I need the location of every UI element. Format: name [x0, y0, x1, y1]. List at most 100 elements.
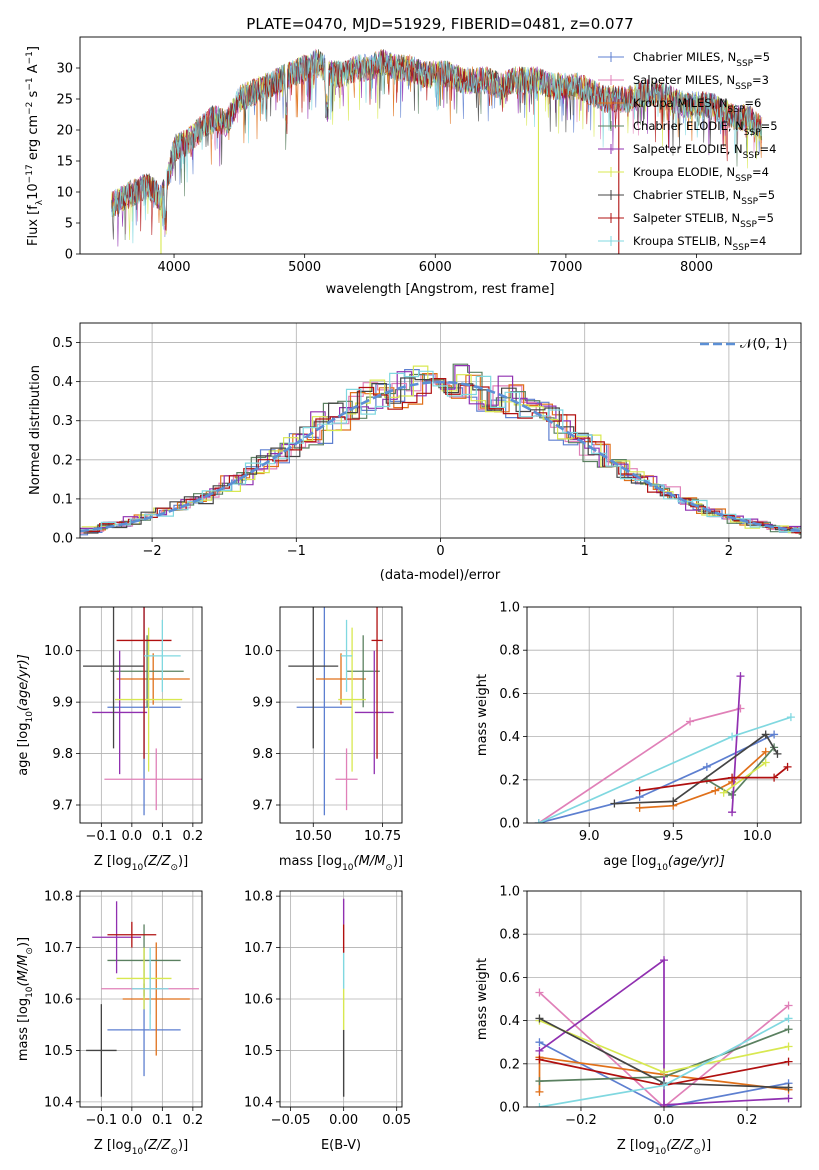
x-tick-label: 0.2 [183, 829, 204, 844]
series-marker-kroupa_stelib [728, 732, 737, 741]
legend: Chabrier MILES, NSSP=5 Salpeter MILES, NS… [598, 50, 778, 253]
x-axis-label: mass [log10(M/M⊙)] [279, 854, 403, 873]
series-marker-kroupa_stelib [534, 819, 543, 823]
legend-label-salpeter_stelib: Salpeter STELIB, NSSP=5 [633, 211, 774, 230]
x-axis-label: E(B-V) [321, 1138, 361, 1153]
series-line-salpeter_elodie [731, 676, 742, 813]
axes-frame [526, 606, 802, 824]
y-tick-label: 10.7 [244, 941, 273, 956]
series-marker-salpeter_elodie [660, 1100, 668, 1107]
x-tick-label: 1 [581, 544, 589, 559]
x-tick-label: 2 [725, 544, 733, 559]
y-tick-label: 0.0 [499, 817, 520, 832]
axes-frame [79, 36, 802, 255]
y-tick-label: 10.4 [244, 1095, 273, 1110]
y-tick-label: 9.9 [52, 696, 73, 711]
series-marker-kroupa_elodie [784, 1042, 793, 1051]
series-marker-salpeter_elodie [535, 1046, 544, 1055]
legend-label-kroupa_elodie: Kroupa ELODIE, NSSP=4 [633, 165, 769, 184]
series-line-salpeter_elodie [538, 958, 789, 1106]
series-marker-chabrier_stelib [784, 1083, 793, 1092]
y-tick-label: 9.7 [252, 799, 273, 814]
y-tick-label: 10.6 [44, 993, 73, 1008]
x-tick-label: −0.1 [86, 829, 118, 844]
y-tick-label: 30 [56, 62, 73, 77]
panel-mass_vs_z: −0.1 0.0 0.1 0.2 10.4 10.5 10.6 10.7 10.8 Z [log1… [16, 890, 203, 1157]
y-axis-label: age [log10(age/yr)] [16, 654, 35, 776]
y-tick-label: 1.0 [499, 885, 520, 900]
series-marker-kroupa_stelib [660, 1081, 668, 1090]
legend-label-salpeter_miles: Salpeter MILES, NSSP=3 [633, 73, 769, 92]
series-marker-salpeter_elodie [784, 1094, 793, 1103]
x-tick-label: 9.5 [663, 829, 684, 844]
spectrum-salpeter_stelib [111, 49, 763, 236]
y-axis-label: Flux [fλ10−17 erg cm−2 s−1 A−1] [25, 46, 45, 246]
x-tick-label: −0.05 [271, 1113, 311, 1128]
x-tick-label: 0.0 [122, 1113, 143, 1128]
panel-age_vs_z: −0.1 0.0 0.1 0.2 9.7 9.8 9.9 10.0 Z [log10(Z/Z⊙)… [16, 606, 204, 873]
legend-label-chabrier_elodie: Chabrier ELODIE, NSSP=5 [633, 119, 778, 138]
x-tick-label: 4000 [157, 260, 190, 275]
legend-label-salpeter_elodie: Salpeter ELODIE, NSSP=4 [633, 142, 776, 161]
y-tick-label: 0.8 [499, 928, 520, 943]
x-tick-label: 0.2 [737, 1113, 758, 1128]
y-tick-label: 0.1 [52, 492, 73, 507]
x-axis-label: Z [log10(Z/Z⊙)] [94, 854, 188, 873]
series-marker-chabrier_miles [702, 762, 711, 771]
series-marker-chabrier_elodie [728, 790, 737, 799]
series-line-chabrier_stelib [614, 733, 779, 805]
series-line-salpeter_stelib [639, 766, 789, 792]
plot-area [535, 956, 793, 1107]
series-marker-kroupa_stelib [786, 713, 795, 722]
y-axis-label: mass [log10(M/M⊙)] [16, 937, 35, 1061]
series-marker-salpeter_miles [686, 717, 695, 726]
y-tick-label: 10.0 [44, 644, 73, 659]
y-tick-label: 10.7 [44, 941, 73, 956]
x-tick-label: 0.2 [183, 1113, 204, 1128]
legend-label-kroupa_stelib: Kroupa STELIB, NSSP=4 [633, 234, 766, 253]
series-marker-salpeter_miles [784, 1001, 793, 1010]
plot-area [83, 607, 202, 816]
series-marker-salpeter_elodie [736, 672, 745, 681]
panel-spectrum: 4000 5000 6000 7000 8000 0 5 10 15 20 25 30 waveleng… [25, 36, 802, 297]
plot-area [288, 607, 394, 816]
plot-area [534, 672, 795, 823]
spectrum-kroupa_stelib [111, 50, 763, 244]
y-tick-label: 10.0 [244, 644, 273, 659]
plot-area [111, 48, 763, 254]
series-marker-kroupa_miles [635, 803, 644, 812]
series-marker-chabrier_miles [770, 730, 779, 739]
series-marker-kroupa_miles [535, 1087, 544, 1096]
panel-age_vs_mass: 10.50 10.75 9.7 9.8 9.9 10.0 mass [log10(M/M⊙)… [244, 606, 403, 873]
x-tick-label: 6000 [419, 260, 452, 275]
x-axis-label: age [log10(age/yr)] [603, 854, 725, 873]
y-tick-label: 10.5 [44, 1044, 73, 1059]
y-tick-label: 0.8 [499, 644, 520, 659]
x-axis-label: wavelength [Angstrom, rest frame] [326, 282, 555, 297]
plot-area [86, 901, 199, 1097]
y-tick-label: 9.7 [52, 799, 73, 814]
legend-label-chabrier_miles: Chabrier MILES, NSSP=5 [633, 50, 770, 69]
series-marker-salpeter_stelib [728, 773, 737, 782]
y-tick-label: 10.8 [44, 890, 73, 905]
y-tick-label: 0.5 [52, 336, 73, 351]
y-tick-label: 10.5 [244, 1044, 273, 1059]
y-tick-label: 0.4 [499, 1014, 520, 1029]
x-tick-label: −0.2 [565, 1113, 597, 1128]
x-tick-label: 7000 [549, 260, 582, 275]
series-marker-kroupa_elodie [719, 788, 728, 797]
x-axis-label: Z [log10(Z/Z⊙)] [94, 1138, 188, 1157]
y-tick-label: 0.0 [52, 532, 73, 547]
x-tick-label: 10.0 [743, 829, 772, 844]
panel-weight_vs_age: 9.0 9.5 10.0 0.0 0.2 0.4 0.6 0.8 1.0 age [log10(a… [475, 601, 802, 873]
series-marker-salpeter_stelib [783, 762, 792, 771]
legend-label-kroupa_miles: Kroupa MILES, NSSP=6 [633, 96, 761, 115]
y-tick-label: 0.2 [499, 1057, 520, 1072]
series-marker-salpeter_elodie [660, 956, 668, 965]
y-tick-label: 15 [56, 155, 73, 170]
y-axis-label: mass weight [475, 958, 490, 1040]
y-tick-label: 0.0 [499, 1101, 520, 1116]
y-axis-label: mass weight [475, 674, 490, 756]
axes-frame [279, 606, 403, 824]
